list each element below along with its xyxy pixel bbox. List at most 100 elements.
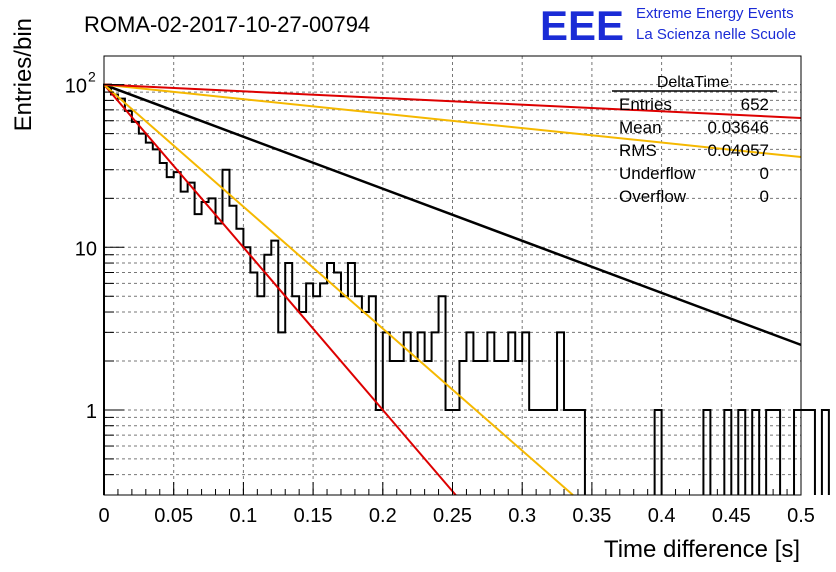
y-axis-label: Entries/bin bbox=[10, 18, 37, 131]
histogram-bin bbox=[250, 272, 257, 495]
x-tick-label: 0.35 bbox=[572, 505, 611, 527]
y-tick-label: 10 bbox=[75, 238, 97, 260]
eee-logo: EEE Extreme Energy Events La Scienza nel… bbox=[540, 2, 796, 49]
histogram-bin bbox=[174, 172, 181, 495]
histogram-bin bbox=[578, 410, 585, 495]
x-tick-label: 0.4 bbox=[648, 505, 676, 527]
histogram-bin bbox=[257, 296, 264, 495]
x-tick-label: 0.2 bbox=[369, 505, 397, 527]
histogram-bin bbox=[508, 332, 515, 495]
histogram-bin bbox=[543, 410, 550, 495]
stats-row-value: 0.04057 bbox=[708, 141, 769, 160]
histogram-bin bbox=[167, 177, 174, 495]
histogram-bin bbox=[195, 214, 202, 495]
stats-row-value: 0.03646 bbox=[708, 118, 769, 137]
fit-lines bbox=[103, 83, 802, 496]
histogram-bin bbox=[655, 410, 662, 495]
stats-row-label: Entries bbox=[619, 95, 672, 114]
histogram-bin bbox=[801, 410, 808, 495]
stats-row-value: 0 bbox=[760, 187, 769, 206]
histogram-bin bbox=[376, 410, 383, 495]
axes: 0 0.05 0.1 0.15 0.2 0.25 0.3 0.35 0.4 0.45 0.5 1 10 1… bbox=[65, 69, 815, 527]
histogram-outline bbox=[103, 83, 830, 495]
histogram-bin bbox=[313, 296, 320, 495]
y-tick-label: 1 bbox=[86, 401, 97, 423]
stats-row-label: Overflow bbox=[619, 187, 687, 206]
histogram-bin bbox=[557, 332, 564, 495]
histogram-bin bbox=[794, 410, 801, 495]
histogram-bin bbox=[439, 296, 446, 495]
histogram-bin bbox=[243, 247, 250, 495]
histogram-bin bbox=[355, 296, 362, 495]
fit-line bbox=[103, 83, 457, 496]
histogram-bin bbox=[773, 410, 780, 495]
histogram-bin bbox=[188, 183, 195, 495]
x-tick-label: 0.45 bbox=[712, 505, 751, 527]
stats-box: DeltaTime Entries 652 Mean 0.03646 RMS 0.0405… bbox=[612, 74, 777, 206]
histogram-bin bbox=[153, 149, 160, 495]
histogram-bin bbox=[536, 410, 543, 495]
x-tick-label: 0.3 bbox=[508, 505, 536, 527]
histogram-bin bbox=[550, 410, 557, 495]
histogram-bin bbox=[139, 134, 146, 495]
eee-logo-line1: Extreme Energy Events bbox=[636, 5, 794, 22]
histogram-bin bbox=[822, 410, 829, 495]
chart-title: ROMA-02-2017-10-27-00794 bbox=[84, 12, 370, 37]
histogram-bin bbox=[132, 122, 139, 495]
histogram-bin bbox=[299, 312, 306, 495]
histogram-bin bbox=[327, 263, 334, 495]
histogram-bin bbox=[216, 224, 223, 495]
stats-row-value: 652 bbox=[741, 95, 769, 114]
stats-row-label: RMS bbox=[619, 141, 657, 160]
fit-line bbox=[103, 83, 802, 347]
stats-row-label: Mean bbox=[619, 118, 662, 137]
x-tick-label: 0.05 bbox=[154, 505, 193, 527]
histogram-bin bbox=[320, 283, 327, 495]
histogram-bin bbox=[752, 410, 759, 495]
histogram-bin bbox=[404, 332, 411, 495]
stats-row-label: Underflow bbox=[619, 164, 696, 183]
histogram-bin bbox=[125, 111, 132, 495]
histogram-bin bbox=[529, 410, 536, 495]
histogram-bin bbox=[104, 85, 111, 495]
eee-logo-line2: La Scienza nelle Scuole bbox=[636, 26, 796, 43]
stats-row-value: 0 bbox=[760, 164, 769, 183]
grid-lines bbox=[104, 56, 801, 496]
histogram-bin bbox=[446, 410, 453, 495]
histogram-bin bbox=[453, 410, 460, 495]
histogram-bin bbox=[271, 241, 278, 495]
x-tick-label: 0.25 bbox=[433, 505, 472, 527]
fit-line bbox=[103, 83, 574, 496]
histogram-bin bbox=[766, 410, 773, 495]
histogram-bin bbox=[229, 206, 236, 495]
histogram-bin bbox=[181, 192, 188, 495]
histogram-bin bbox=[160, 163, 167, 495]
histogram-bin bbox=[278, 332, 285, 495]
histogram-bin bbox=[146, 143, 153, 495]
histogram-bin bbox=[466, 332, 473, 495]
histogram-bin bbox=[209, 198, 216, 495]
histogram-bin bbox=[292, 296, 299, 495]
histogram-bin bbox=[522, 332, 529, 495]
histogram-bin bbox=[738, 410, 745, 495]
stats-title: DeltaTime bbox=[657, 74, 729, 91]
y-tick-label: 10 bbox=[65, 76, 87, 98]
histogram-bin bbox=[564, 410, 571, 495]
histogram-bin bbox=[236, 229, 243, 495]
x-tick-label: 0.15 bbox=[294, 505, 333, 527]
histogram-bin bbox=[703, 410, 710, 495]
x-tick-label: 0.1 bbox=[229, 505, 257, 527]
histogram-bin bbox=[341, 296, 348, 495]
fit-line bbox=[103, 83, 802, 119]
x-tick-label: 0 bbox=[98, 505, 109, 527]
histogram-bin bbox=[724, 410, 731, 495]
y-tick-label-exponent: 2 bbox=[88, 69, 96, 85]
histogram-bin bbox=[306, 283, 313, 495]
eee-logo-mark: EEE bbox=[540, 2, 624, 49]
histogram-bin bbox=[202, 202, 209, 495]
x-tick-label: 0.5 bbox=[787, 505, 815, 527]
histogram-bin bbox=[487, 332, 494, 495]
histogram-bin bbox=[418, 332, 425, 495]
histogram-bin bbox=[334, 272, 341, 495]
